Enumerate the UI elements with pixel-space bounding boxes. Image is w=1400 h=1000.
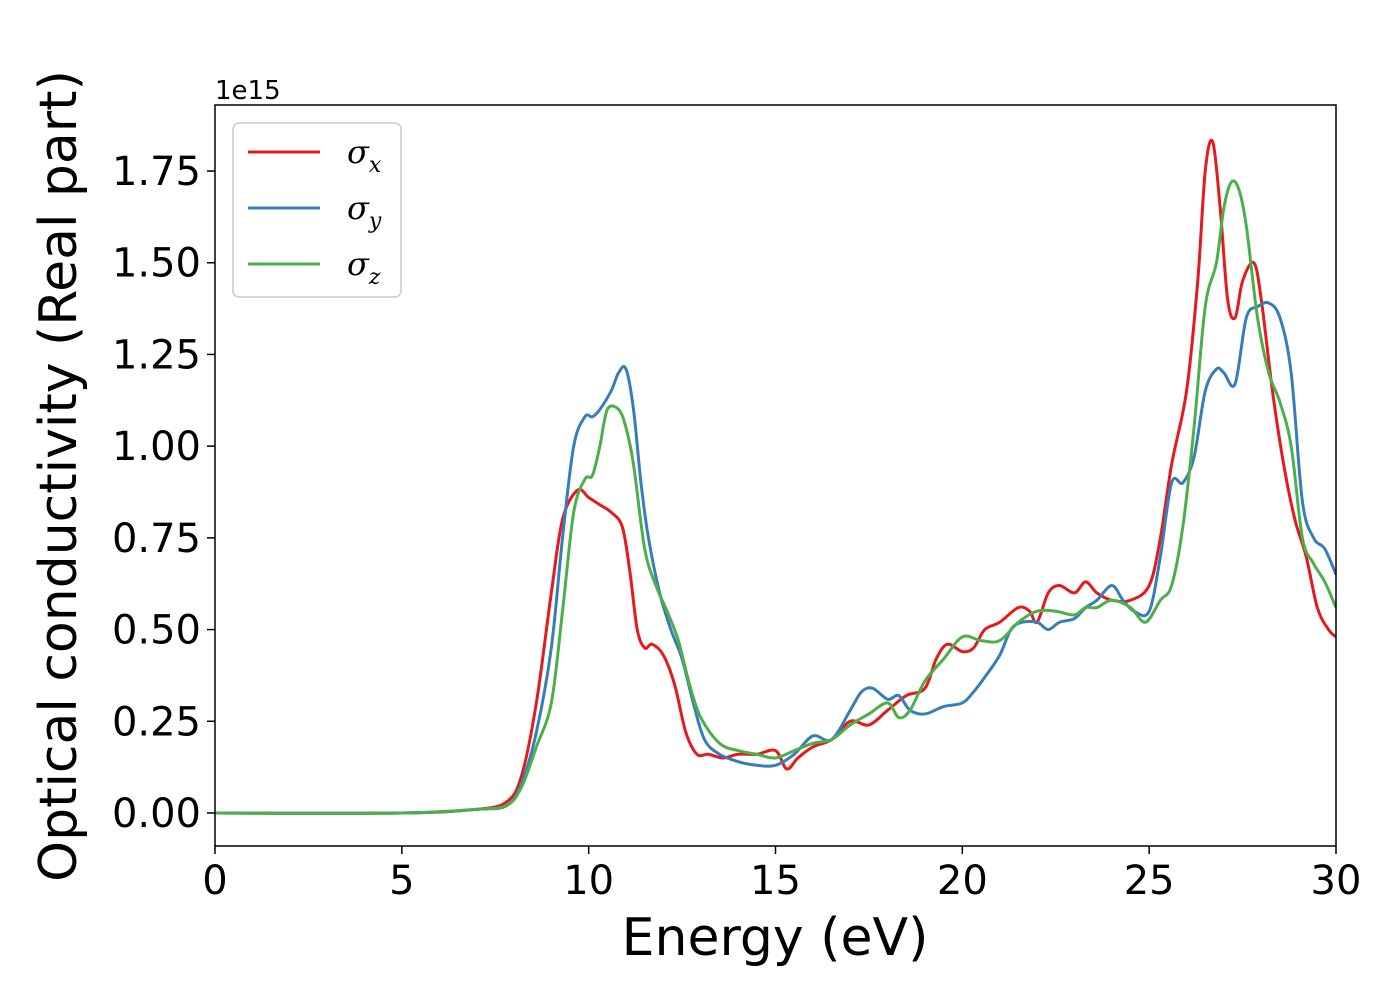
series-layer [215, 138, 1336, 815]
y-axis-title: Optical conductivity (Real part) [29, 70, 89, 882]
legend: σx σy σz [232, 122, 402, 298]
y-tick-label: 1.75 [112, 149, 201, 195]
y-tick-label: 0.25 [112, 699, 201, 745]
series-line-sigma-z [215, 179, 1336, 815]
y-tick-label: 1.25 [112, 332, 201, 378]
legend-frame [232, 122, 402, 298]
x-tick-label: 0 [202, 858, 227, 904]
legend-label-sigma-z: σz [347, 245, 381, 290]
y-tick-label: 1.00 [112, 424, 201, 470]
y-tick-label: 0.50 [112, 608, 201, 654]
x-tick-label: 25 [1124, 858, 1175, 904]
legend-label-sigma-x: σx [347, 133, 382, 178]
x-tick-label: 10 [563, 858, 614, 904]
y-tick-label: 0.00 [112, 791, 201, 837]
y-tick-label: 1.50 [112, 241, 201, 287]
x-tick-label: 5 [389, 858, 414, 904]
series-line-sigma-y [215, 301, 1336, 815]
x-tick-label: 30 [1311, 858, 1362, 904]
x-axis: 0 5 10 15 20 25 30 [202, 846, 1361, 904]
x-axis-title: Energy (eV) [622, 908, 929, 968]
legend-entries: σx σy σz [248, 133, 382, 290]
y-tick-label: 0.75 [112, 516, 201, 562]
legend-label-sigma-y: σy [347, 189, 382, 234]
y-axis-offset-label: 1e15 [215, 76, 281, 106]
y-axis: 0.00 0.25 0.50 0.75 1.00 1.25 1.50 1.75 [112, 149, 215, 837]
x-tick-label: 20 [937, 858, 988, 904]
x-tick-label: 15 [750, 858, 801, 904]
series-line-sigma-x [215, 138, 1336, 815]
